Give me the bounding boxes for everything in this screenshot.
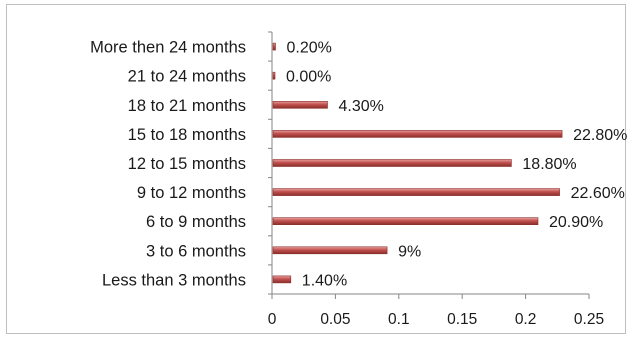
data-labels: 1.40% 9% 20.90% 22.60% 18.80% 22.80% 4.30% 0.00… [286,40,627,290]
x-tick-label: 0.25 [574,311,604,328]
x-tick-label: 0.15 [447,311,477,328]
bar [272,42,276,51]
bar [272,188,560,196]
category-label: More then 24 months [90,39,246,57]
data-label: 22.80% [573,127,627,144]
data-label: 0.20% [287,40,332,57]
x-tick-label: 0.1 [388,311,410,328]
chart-frame [6,4,626,334]
data-label: 9% [398,243,421,260]
category-label: 6 to 9 months [146,213,246,231]
category-labels: Less than 3 months 3 to 6 months 6 to 9 mo… [90,39,246,290]
bar [272,246,388,255]
data-label: 20.90% [549,214,603,231]
bar [272,217,539,225]
x-ticks: 0 0.05 0.1 0.15 0.2 0.25 [268,31,604,328]
data-label: 4.30% [339,98,384,115]
data-label: 18.80% [522,156,576,173]
category-label: Less than 3 months [102,271,246,289]
bars-group [272,42,563,284]
category-label: 18 to 21 months [128,97,246,115]
data-label: 22.60% [571,185,625,202]
x-tick-label: 0.2 [515,311,537,328]
data-label: 1.40% [302,272,347,289]
bar [272,275,292,284]
axes [271,32,589,295]
data-label: 0.00% [286,69,331,86]
category-label: 12 to 15 months [128,155,246,173]
category-label: 9 to 12 months [137,184,246,202]
bar [272,159,512,167]
category-label: 21 to 24 months [128,68,246,86]
x-tick-label: 0.05 [320,311,350,328]
bar [272,71,276,80]
bar [272,101,328,109]
category-label: 15 to 18 months [128,126,246,144]
x-tick-label: 0 [268,311,277,328]
bar [272,130,563,138]
category-label: 3 to 6 months [146,242,246,260]
